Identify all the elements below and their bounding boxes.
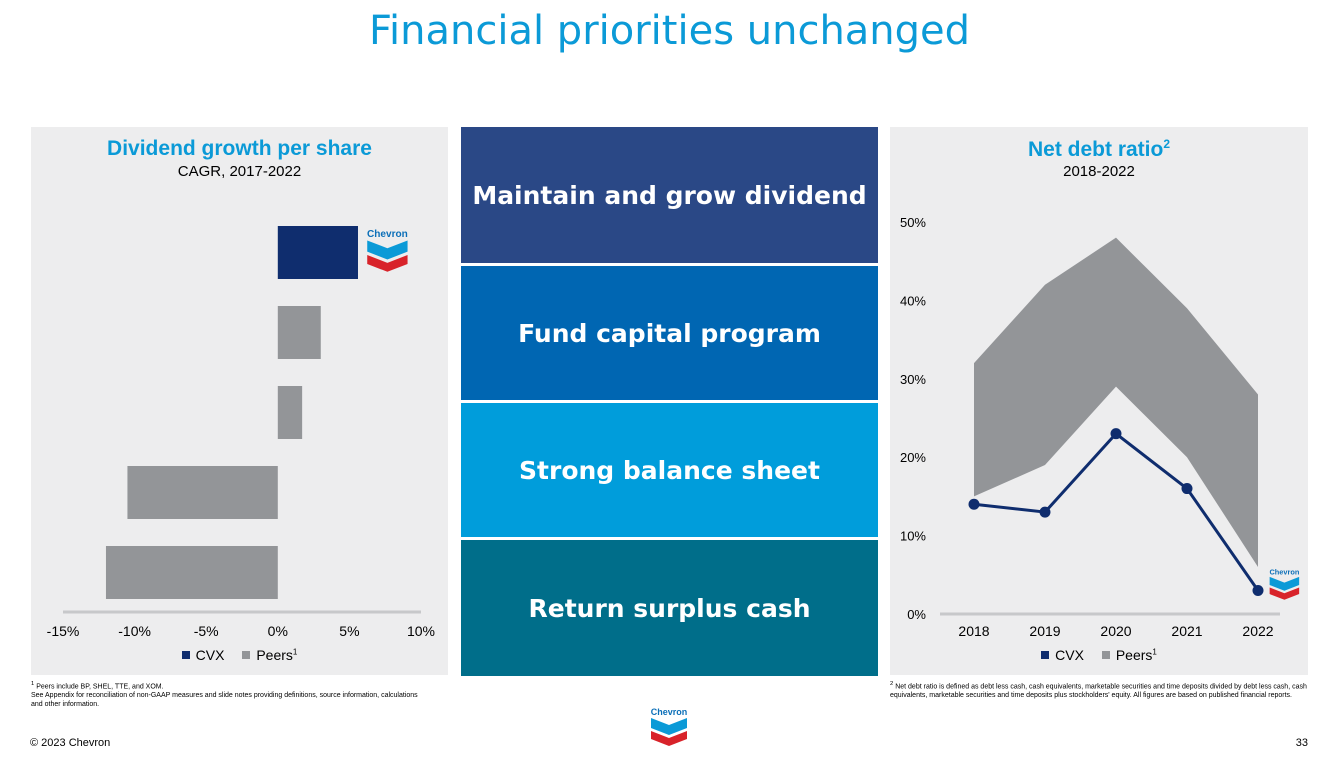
priority-balance-sheet: Strong balance sheet — [461, 403, 878, 537]
y-tick-label: 50% — [900, 215, 926, 230]
cvx-point — [1110, 428, 1122, 440]
net-debt-panel: Net debt ratio2 2018-2022 0% 10% 20% 30% 40%… — [890, 127, 1308, 675]
y-tick-label: 30% — [900, 372, 926, 387]
net-debt-chart-subtitle: 2018-2022 — [1063, 163, 1135, 180]
x-tick-label: 2021 — [1171, 623, 1202, 639]
logo-upper-chevron — [367, 240, 408, 260]
priority-maintain-dividend: Maintain and grow dividend — [461, 127, 878, 263]
x-tick-label: -10% — [118, 623, 151, 639]
cvx-point — [1252, 584, 1264, 596]
bar-peer — [277, 306, 321, 359]
footnote-net-debt-text: Net debt ratio is defined as debt less c… — [890, 683, 1307, 700]
dividend-growth-chart: -15% -10% -5% 0% 5% 10% Chevron — [47, 226, 435, 639]
logo-lower-chevron — [367, 255, 408, 272]
copyright: © 2023 Chevron — [30, 737, 111, 749]
x-tick-label: 0% — [268, 623, 288, 639]
dividend-chart-title: Dividend growth per share — [107, 137, 372, 160]
dividend-growth-panel: Dividend growth per share CAGR, 2017-202… — [31, 127, 448, 675]
footnote-right: 2 Net debt ratio is defined as debt less… — [890, 680, 1308, 700]
legend-item-peers: Peers1 — [242, 647, 297, 663]
logo-wordmark: Chevron — [651, 707, 688, 717]
cvx-swatch — [1041, 651, 1050, 660]
chevron-logo-mark: Chevron — [651, 707, 688, 746]
logo-lower-chevron — [1269, 587, 1300, 600]
x-tick-label: -5% — [194, 623, 219, 639]
footnote-appendix: See Appendix for reconciliation of non-G… — [31, 692, 418, 709]
legend-item-peers: Peers1 — [1101, 647, 1157, 663]
peers-swatch — [242, 651, 251, 660]
y-tick-label: 40% — [900, 293, 926, 308]
legend-peers-sup: 1 — [1152, 647, 1157, 657]
x-tick-label: 2018 — [958, 623, 989, 639]
legend-label-cvx: CVX — [1055, 647, 1084, 663]
logo-lower-chevron — [651, 731, 687, 746]
bar-peer — [127, 466, 278, 519]
peer-range-area — [974, 237, 1258, 567]
x-tick-label: 2019 — [1029, 623, 1060, 639]
cvx-point — [1039, 506, 1051, 518]
logo-wordmark: Chevron — [1269, 567, 1299, 576]
legend-label-peers: Peers — [256, 647, 293, 663]
net-debt-legend: CVX Peers1 — [890, 647, 1308, 663]
dividend-chart-subtitle: CAGR, 2017-2022 — [177, 163, 302, 180]
dividend-legend: CVX Peers1 — [31, 647, 448, 663]
footnote-left: 1 Peers include BP, SHEL, TTE, and XOM. … — [31, 680, 421, 709]
x-tick-label: 10% — [407, 623, 435, 639]
bar-cvx — [277, 226, 358, 279]
x-tick-label: 2022 — [1242, 623, 1273, 639]
priority-return-cash: Return surplus cash — [461, 540, 878, 676]
logo-upper-chevron — [651, 718, 687, 735]
net-debt-chart: 0% 10% 20% 30% 40% 50% 2018 2019 2020 2021 2022 Che… — [900, 215, 1300, 639]
cvx-swatch — [181, 651, 190, 660]
legend-peers-sup: 1 — [292, 647, 298, 657]
slide-title: Financial priorities unchanged — [368, 8, 971, 54]
legend-label-peers: Peers — [1115, 647, 1153, 663]
cvx-point — [1181, 483, 1193, 495]
y-tick-label: 10% — [900, 529, 926, 544]
y-tick-label: 0% — [907, 607, 926, 622]
net-debt-title-text: Net debt ratio — [1027, 138, 1164, 161]
page-number: 33 — [1295, 737, 1308, 749]
footnote-peers-sup: 1 — [31, 681, 35, 687]
chevron-logo: Chevron — [651, 707, 688, 746]
footnote-peers: 1 Peers include BP, SHEL, TTE, and XOM. — [31, 680, 421, 691]
y-tick-label: 20% — [900, 450, 926, 465]
legend-label-cvx: CVX — [195, 647, 225, 663]
legend-item-cvx: CVX — [1041, 647, 1084, 663]
x-tick-label: 2020 — [1100, 623, 1131, 639]
chevron-logo: Chevron — [367, 229, 408, 272]
net-debt-chart-title: Net debt ratio2 — [890, 137, 1308, 162]
footnote-net-debt-sup: 2 — [890, 681, 894, 687]
legend-item-cvx: CVX — [181, 647, 225, 663]
bar-peer — [105, 546, 278, 599]
chevron-logo: Chevron — [1269, 567, 1300, 600]
net-debt-title-sup: 2 — [1163, 137, 1171, 151]
x-tick-label: -15% — [47, 623, 80, 639]
logo-upper-chevron — [1269, 576, 1300, 591]
priority-fund-capital: Fund capital program — [461, 266, 878, 400]
bar-peer — [277, 386, 303, 439]
cvx-point — [968, 498, 980, 510]
x-tick-label: 5% — [339, 623, 359, 639]
logo-wordmark: Chevron — [367, 229, 408, 240]
peers-swatch — [1101, 651, 1110, 660]
footnote-peers-text: Peers include BP, SHEL, TTE, and XOM. — [36, 683, 164, 691]
